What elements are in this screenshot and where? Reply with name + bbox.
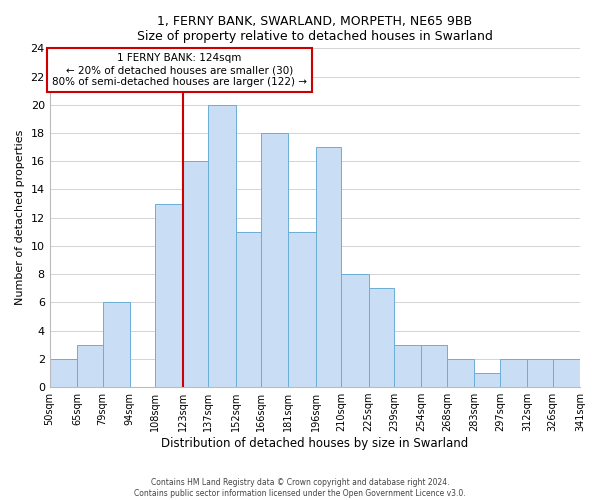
- Bar: [368, 288, 394, 387]
- X-axis label: Distribution of detached houses by size in Swarland: Distribution of detached houses by size …: [161, 437, 469, 450]
- Bar: [50, 359, 77, 387]
- Bar: [421, 344, 447, 387]
- Bar: [500, 359, 527, 387]
- Bar: [553, 359, 580, 387]
- Bar: [236, 232, 261, 387]
- Bar: [155, 204, 183, 387]
- Y-axis label: Number of detached properties: Number of detached properties: [15, 130, 25, 306]
- Title: 1, FERNY BANK, SWARLAND, MORPETH, NE65 9BB
Size of property relative to detached: 1, FERNY BANK, SWARLAND, MORPETH, NE65 9…: [137, 15, 493, 43]
- Text: 1 FERNY BANK: 124sqm
← 20% of detached houses are smaller (30)
80% of semi-detac: 1 FERNY BANK: 124sqm ← 20% of detached h…: [52, 54, 307, 86]
- Text: Contains HM Land Registry data © Crown copyright and database right 2024.
Contai: Contains HM Land Registry data © Crown c…: [134, 478, 466, 498]
- Bar: [208, 105, 236, 387]
- Bar: [183, 161, 208, 387]
- Bar: [289, 232, 316, 387]
- Bar: [527, 359, 553, 387]
- Bar: [316, 147, 341, 387]
- Bar: [447, 359, 474, 387]
- Bar: [394, 344, 421, 387]
- Bar: [261, 133, 289, 387]
- Bar: [341, 274, 368, 387]
- Bar: [77, 344, 103, 387]
- Bar: [103, 302, 130, 387]
- Bar: [474, 373, 500, 387]
